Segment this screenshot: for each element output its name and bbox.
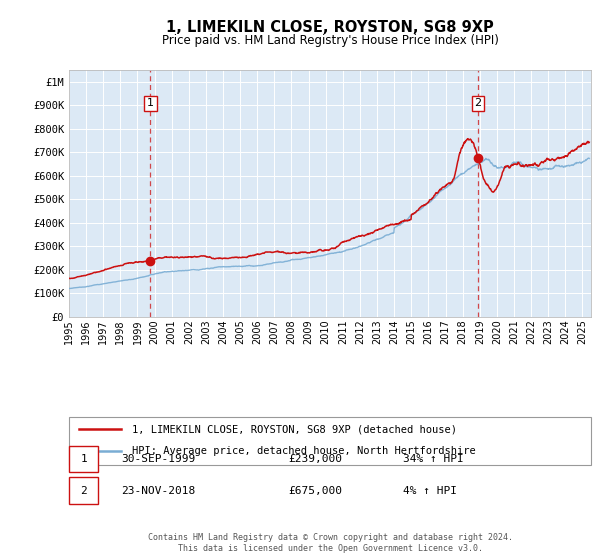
Text: 1: 1 [147,99,154,108]
Text: 34% ↑ HPI: 34% ↑ HPI [403,454,464,464]
Text: £239,000: £239,000 [288,454,342,464]
Text: Price paid vs. HM Land Registry's House Price Index (HPI): Price paid vs. HM Land Registry's House … [161,34,499,46]
FancyBboxPatch shape [69,417,591,465]
Text: 4% ↑ HPI: 4% ↑ HPI [403,486,457,496]
FancyBboxPatch shape [69,446,98,472]
Text: 30-SEP-1999: 30-SEP-1999 [121,454,196,464]
Text: 1, LIMEKILN CLOSE, ROYSTON, SG8 9XP: 1, LIMEKILN CLOSE, ROYSTON, SG8 9XP [166,20,494,35]
Text: 1: 1 [80,454,87,464]
FancyBboxPatch shape [69,478,98,503]
Text: 23-NOV-2018: 23-NOV-2018 [121,486,196,496]
Text: 2: 2 [80,486,87,496]
Text: 1, LIMEKILN CLOSE, ROYSTON, SG8 9XP (detached house): 1, LIMEKILN CLOSE, ROYSTON, SG8 9XP (det… [131,424,457,434]
Text: £675,000: £675,000 [288,486,342,496]
Text: HPI: Average price, detached house, North Hertfordshire: HPI: Average price, detached house, Nort… [131,446,475,456]
Text: 2: 2 [475,99,482,108]
Text: Contains HM Land Registry data © Crown copyright and database right 2024.
This d: Contains HM Land Registry data © Crown c… [148,533,512,553]
